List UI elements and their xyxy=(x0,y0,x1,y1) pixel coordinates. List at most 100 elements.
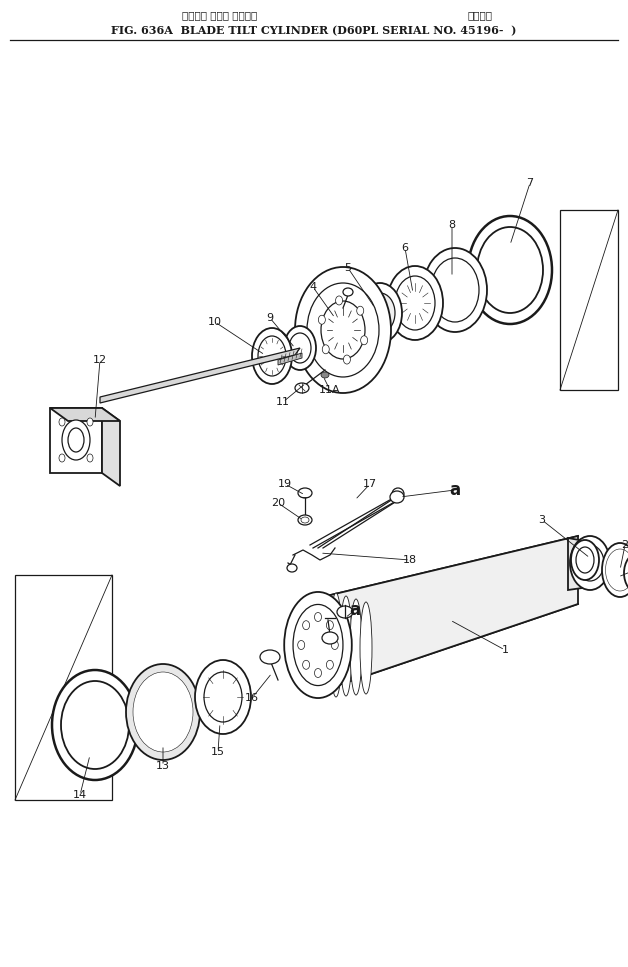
Text: 18: 18 xyxy=(403,555,417,565)
Ellipse shape xyxy=(298,515,312,525)
Ellipse shape xyxy=(340,596,352,696)
Ellipse shape xyxy=(477,227,543,313)
Ellipse shape xyxy=(602,543,628,597)
Ellipse shape xyxy=(327,621,333,630)
Ellipse shape xyxy=(59,454,65,462)
Ellipse shape xyxy=(195,660,251,734)
Ellipse shape xyxy=(390,491,404,503)
Ellipse shape xyxy=(318,315,325,324)
Ellipse shape xyxy=(293,604,343,686)
Text: 適用号機: 適用号機 xyxy=(467,10,492,20)
Ellipse shape xyxy=(87,454,93,462)
Ellipse shape xyxy=(358,283,402,343)
Text: FIG. 636A  BLADE TILT CYLINDER (D60PL SERIAL NO. 45196-  ): FIG. 636A BLADE TILT CYLINDER (D60PL SER… xyxy=(111,25,517,36)
Ellipse shape xyxy=(571,540,599,580)
Ellipse shape xyxy=(260,650,280,664)
Ellipse shape xyxy=(62,420,90,460)
Ellipse shape xyxy=(624,553,628,593)
Ellipse shape xyxy=(307,283,379,377)
Ellipse shape xyxy=(350,599,362,695)
Ellipse shape xyxy=(298,488,312,498)
Ellipse shape xyxy=(607,551,628,589)
Polygon shape xyxy=(318,536,578,692)
Text: 12: 12 xyxy=(93,355,107,365)
Polygon shape xyxy=(100,348,300,403)
Ellipse shape xyxy=(609,553,628,587)
Ellipse shape xyxy=(61,681,129,769)
Ellipse shape xyxy=(570,536,610,590)
Ellipse shape xyxy=(301,517,309,523)
Text: a: a xyxy=(450,481,460,499)
Text: 16: 16 xyxy=(245,693,259,703)
Ellipse shape xyxy=(284,592,352,698)
Ellipse shape xyxy=(68,428,84,452)
Ellipse shape xyxy=(395,276,435,330)
Ellipse shape xyxy=(468,216,552,324)
Ellipse shape xyxy=(332,640,338,650)
Ellipse shape xyxy=(315,612,322,622)
Ellipse shape xyxy=(344,355,350,364)
Ellipse shape xyxy=(133,672,193,752)
Text: 13: 13 xyxy=(156,761,170,771)
Ellipse shape xyxy=(387,266,443,340)
Ellipse shape xyxy=(335,296,343,305)
Ellipse shape xyxy=(138,679,188,745)
Text: 4: 4 xyxy=(310,282,317,292)
Ellipse shape xyxy=(295,267,391,393)
Text: 1: 1 xyxy=(502,645,509,655)
Ellipse shape xyxy=(289,333,311,363)
Ellipse shape xyxy=(252,328,292,384)
Polygon shape xyxy=(278,353,302,365)
Polygon shape xyxy=(50,408,120,421)
Text: 11: 11 xyxy=(276,397,290,407)
Ellipse shape xyxy=(87,418,93,426)
Ellipse shape xyxy=(360,336,367,345)
Ellipse shape xyxy=(322,345,329,354)
Ellipse shape xyxy=(322,632,338,644)
Ellipse shape xyxy=(608,552,628,588)
Ellipse shape xyxy=(59,418,65,426)
Text: a: a xyxy=(349,601,360,619)
Ellipse shape xyxy=(295,383,309,393)
Text: 10: 10 xyxy=(208,317,222,327)
Text: 6: 6 xyxy=(401,243,408,253)
Ellipse shape xyxy=(321,301,365,359)
Text: 7: 7 xyxy=(526,178,534,188)
Ellipse shape xyxy=(610,555,628,585)
Ellipse shape xyxy=(204,672,242,722)
Ellipse shape xyxy=(423,248,487,332)
Ellipse shape xyxy=(337,606,353,618)
Ellipse shape xyxy=(287,564,297,572)
Ellipse shape xyxy=(576,547,594,573)
Ellipse shape xyxy=(298,640,305,650)
Ellipse shape xyxy=(303,621,310,630)
Text: 8: 8 xyxy=(448,220,455,230)
Polygon shape xyxy=(568,538,596,590)
Ellipse shape xyxy=(303,660,310,669)
Ellipse shape xyxy=(360,602,372,694)
Ellipse shape xyxy=(153,699,173,725)
Ellipse shape xyxy=(357,307,364,315)
Text: 3: 3 xyxy=(538,515,546,525)
Text: 5: 5 xyxy=(345,263,352,273)
Text: 14: 14 xyxy=(73,790,87,800)
Text: 17: 17 xyxy=(363,479,377,489)
Text: 9: 9 xyxy=(266,313,274,323)
Text: 2: 2 xyxy=(622,540,628,550)
Ellipse shape xyxy=(365,293,395,333)
Ellipse shape xyxy=(605,549,628,591)
Ellipse shape xyxy=(52,670,138,780)
Text: 11A: 11A xyxy=(319,385,341,395)
Text: 20: 20 xyxy=(271,498,285,508)
Ellipse shape xyxy=(330,593,342,697)
Ellipse shape xyxy=(576,545,604,581)
Ellipse shape xyxy=(126,664,200,760)
Ellipse shape xyxy=(321,372,329,378)
Ellipse shape xyxy=(392,488,404,500)
Ellipse shape xyxy=(284,326,316,370)
Ellipse shape xyxy=(343,288,353,296)
Ellipse shape xyxy=(327,660,333,669)
Polygon shape xyxy=(50,408,102,473)
Ellipse shape xyxy=(431,258,479,322)
Text: 19: 19 xyxy=(278,479,292,489)
